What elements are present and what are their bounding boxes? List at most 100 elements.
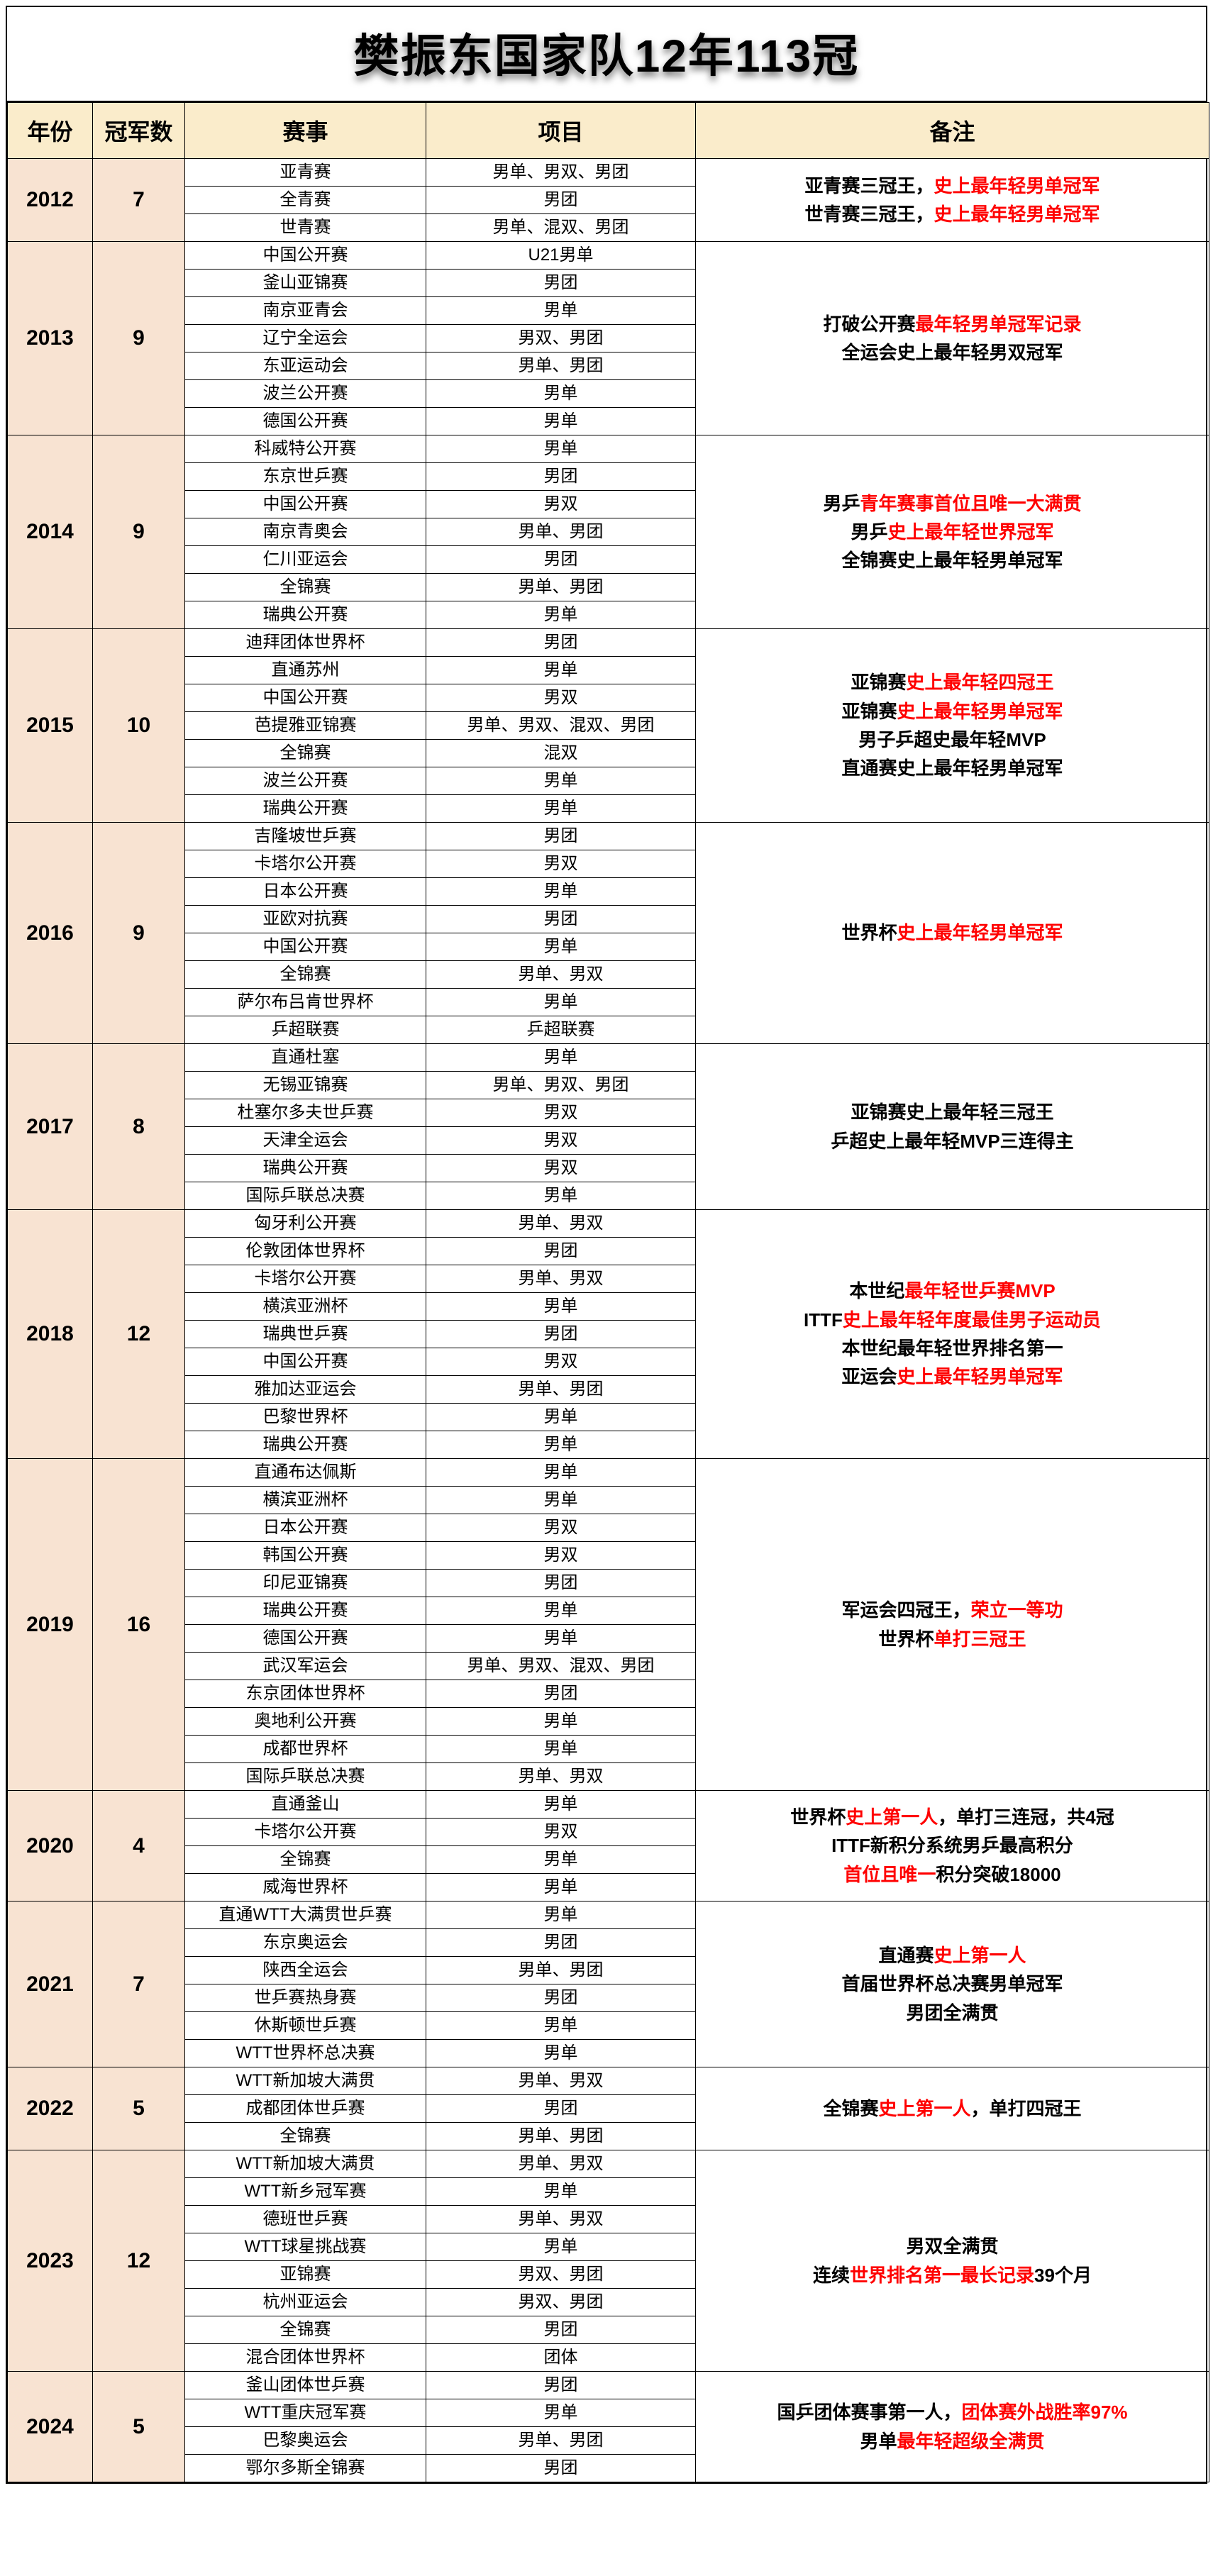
event-cell: 直通布达佩斯 (185, 1459, 426, 1487)
item-cell: 男双 (426, 850, 696, 878)
event-cell: 成都团体世乒赛 (185, 2095, 426, 2123)
item-cell: 男团 (426, 2316, 696, 2344)
count-cell: 9 (93, 435, 185, 629)
highlight-text: 史上最年轻男单冠军 (897, 922, 1063, 943)
event-cell: 横滨亚洲杯 (185, 1487, 426, 1514)
table-row: 20217直通WTT大满贯世乒赛男单直通赛史上第一人首届世界杯总决赛男单冠军男团… (8, 1902, 1209, 1929)
event-cell: 全锦赛 (185, 2316, 426, 2344)
item-cell: 男单、男双、混双、男团 (426, 712, 696, 740)
note-cell: 男双全满贯连续世界排名第一最长记录39个月 (696, 2150, 1209, 2372)
year-cell: 2021 (8, 1902, 93, 2067)
item-cell: 男双 (426, 1155, 696, 1182)
event-cell: 混合团体世界杯 (185, 2344, 426, 2372)
item-cell: 男双 (426, 1127, 696, 1155)
event-cell: 东京团体世界杯 (185, 1680, 426, 1708)
note-text: 世青赛三冠王， (804, 204, 934, 225)
item-cell: 男单、男双 (426, 1265, 696, 1293)
event-cell: 巴黎世界杯 (185, 1404, 426, 1431)
note-cell: 亚锦赛史上最年轻四冠王亚锦赛史上最年轻男单冠军男子乒超史最年轻MVP直通赛史上最… (696, 629, 1209, 823)
item-cell: 男双 (426, 1819, 696, 1846)
item-cell: 男单 (426, 1874, 696, 1902)
count-cell: 7 (93, 159, 185, 242)
event-cell: 波兰公开赛 (185, 767, 426, 795)
note-text: 男子乒超史最年轻MVP (858, 729, 1046, 750)
item-cell: 男单 (426, 297, 696, 325)
item-cell: 男单 (426, 1404, 696, 1431)
event-cell: 直通釜山 (185, 1791, 426, 1819)
item-cell: 男团 (426, 1570, 696, 1597)
item-cell: 男单 (426, 1625, 696, 1653)
page-title: 樊振东国家队12年113冠 (7, 7, 1206, 102)
data-table: 年份 冠军数 赛事 项目 备注 20127亚青赛男单、男双、男团亚青赛三冠王，史… (7, 102, 1209, 2482)
event-cell: 全青赛 (185, 187, 426, 214)
highlight-text: 最年轻男单冠军记录 (916, 313, 1082, 335)
year-cell: 2018 (8, 1210, 93, 1459)
item-cell: 男单 (426, 2012, 696, 2040)
note-text: ，单打三连冠，共4冠 (938, 1806, 1114, 1828)
note-cell: 全锦赛史上第一人，单打四冠王 (696, 2067, 1209, 2150)
item-cell: 男单 (426, 601, 696, 629)
highlight-text: 最年轻超级全满贯 (897, 2431, 1045, 2452)
col-item: 项目 (426, 103, 696, 159)
table-head: 年份 冠军数 赛事 项目 备注 (8, 103, 1209, 159)
table-row: 201916直通布达佩斯男单军运会四冠王，荣立一等功世界杯单打三冠王 (8, 1459, 1209, 1487)
event-cell: 德国公开赛 (185, 1625, 426, 1653)
event-cell: 中国公开赛 (185, 684, 426, 712)
event-cell: 天津全运会 (185, 1127, 426, 1155)
item-cell: 团体 (426, 2344, 696, 2372)
note-cell: 打破公开赛最年轻男单冠军记录全运会史上最年轻男双冠军 (696, 242, 1209, 435)
event-cell: 威海世界杯 (185, 1874, 426, 1902)
event-cell: 国际乒联总决赛 (185, 1763, 426, 1791)
event-cell: 瑞典公开赛 (185, 1155, 426, 1182)
event-cell: 全锦赛 (185, 961, 426, 989)
item-cell: 男团 (426, 1984, 696, 2012)
count-cell: 8 (93, 1044, 185, 1210)
highlight-text: 史上最年轻男单冠军 (897, 701, 1063, 722)
event-cell: 卡塔尔公开赛 (185, 850, 426, 878)
item-cell: 男单 (426, 1293, 696, 1321)
table-row: 20245釜山团体世乒赛男团国乒团体赛事第一人，团体赛外战胜率97%男单最年轻超… (8, 2372, 1209, 2399)
highlight-text: 首位且唯一 (843, 1864, 936, 1885)
item-cell: 男单、男团 (426, 2427, 696, 2455)
note-text: 全锦赛史上最年轻男单冠军 (841, 550, 1063, 571)
item-cell: 男单 (426, 408, 696, 435)
item-cell: 男单 (426, 933, 696, 961)
item-cell: 男双 (426, 1542, 696, 1570)
item-cell: 男团 (426, 2095, 696, 2123)
event-cell: 亚青赛 (185, 159, 426, 187)
highlight-text: 青年赛事首位且唯一大满贯 (860, 493, 1082, 514)
item-cell: 男团 (426, 1680, 696, 1708)
item-cell: 男单 (426, 878, 696, 906)
year-cell: 2016 (8, 823, 93, 1044)
event-cell: 直通杜塞 (185, 1044, 426, 1072)
event-cell: 中国公开赛 (185, 1348, 426, 1376)
event-cell: 科威特公开赛 (185, 435, 426, 463)
event-cell: 德班世乒赛 (185, 2206, 426, 2233)
event-cell: 直通苏州 (185, 657, 426, 684)
event-cell: 巴黎奥运会 (185, 2427, 426, 2455)
table-row: 20139中国公开赛U21男单打破公开赛最年轻男单冠军记录全运会史上最年轻男双冠… (8, 242, 1209, 270)
highlight-text: 史上最年轻四冠王 (907, 672, 1054, 693)
event-cell: 日本公开赛 (185, 878, 426, 906)
item-cell: 男双 (426, 491, 696, 518)
note-text: ITTF新积分系统男乒最高积分 (831, 1835, 1073, 1856)
highlight-text: 史上最年轻男单冠军 (897, 1366, 1063, 1387)
note-text: 本世纪最年轻世界排名第一 (841, 1338, 1063, 1359)
note-text: 亚青赛三冠王， (804, 175, 934, 196)
highlight-text: 世界排名第一最长记录 (850, 2265, 1034, 2286)
item-cell: 男单 (426, 1459, 696, 1487)
note-text: 全运会史上最年轻男双冠军 (841, 342, 1063, 363)
note-text: 39个月 (1034, 2265, 1092, 2286)
note-text: 亚运会 (841, 1366, 897, 1387)
event-cell: 直通WTT大满贯世乒赛 (185, 1902, 426, 1929)
table-row: 20225WTT新加坡大满贯男单、男双全锦赛史上第一人，单打四冠王 (8, 2067, 1209, 2095)
event-cell: 中国公开赛 (185, 242, 426, 270)
year-cell: 2015 (8, 629, 93, 823)
count-cell: 9 (93, 242, 185, 435)
item-cell: 男团 (426, 546, 696, 574)
event-cell: 东亚运动会 (185, 352, 426, 380)
item-cell: 男单、男双 (426, 2067, 696, 2095)
count-cell: 12 (93, 1210, 185, 1459)
note-text: 国乒团体赛事第一人， (777, 2402, 961, 2423)
item-cell: 男单 (426, 2233, 696, 2261)
